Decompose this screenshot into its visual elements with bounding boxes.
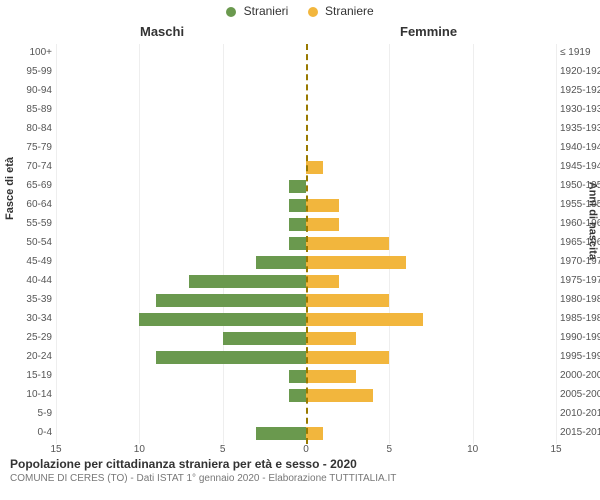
bar-male	[289, 199, 306, 212]
x-axis: 15105051015	[56, 444, 556, 458]
bar-female	[306, 161, 323, 174]
x-tick: 10	[134, 444, 145, 455]
age-label: 5-9	[16, 408, 52, 419]
x-tick: 15	[550, 444, 561, 455]
bar-female	[306, 218, 339, 231]
birth-label: 1960-1964	[560, 218, 600, 229]
birth-label: 1935-1939	[560, 123, 600, 134]
age-label: 25-29	[16, 332, 52, 343]
chart-title: Popolazione per cittadinanza straniera p…	[10, 457, 590, 471]
legend-swatch-male	[226, 7, 236, 17]
legend-label-female: Straniere	[325, 4, 374, 18]
x-tick: 0	[303, 444, 309, 455]
age-label: 45-49	[16, 256, 52, 267]
legend-item-female: Straniere	[308, 4, 374, 18]
age-label: 0-4	[16, 427, 52, 438]
age-label: 50-54	[16, 237, 52, 248]
gridline	[556, 44, 557, 444]
bar-male	[256, 256, 306, 269]
col-header-left: Maschi	[140, 24, 184, 39]
legend-swatch-female	[308, 7, 318, 17]
bar-male	[189, 275, 306, 288]
footer: Popolazione per cittadinanza straniera p…	[10, 457, 590, 484]
birth-label: 2005-2009	[560, 389, 600, 400]
age-label: 70-74	[16, 161, 52, 172]
x-tick: 10	[467, 444, 478, 455]
age-label: 40-44	[16, 275, 52, 286]
bar-female	[306, 351, 389, 364]
bar-female	[306, 332, 356, 345]
bar-male	[289, 370, 306, 383]
age-label: 90-94	[16, 85, 52, 96]
birth-label: 1920-1924	[560, 66, 600, 77]
birth-label: 1980-1984	[560, 294, 600, 305]
birth-label: 1950-1954	[560, 180, 600, 191]
birth-label: ≤ 1919	[560, 47, 600, 58]
birth-label: 1925-1929	[560, 85, 600, 96]
age-label: 75-79	[16, 142, 52, 153]
age-label: 100+	[16, 47, 52, 58]
age-label: 35-39	[16, 294, 52, 305]
bar-male	[223, 332, 306, 345]
birth-label: 2000-2004	[560, 370, 600, 381]
age-label: 85-89	[16, 104, 52, 115]
legend-item-male: Stranieri	[226, 4, 288, 18]
legend-label-male: Stranieri	[244, 4, 289, 18]
bar-male	[289, 218, 306, 231]
bar-female	[306, 370, 356, 383]
birth-label: 1955-1959	[560, 199, 600, 210]
birth-label: 1945-1949	[560, 161, 600, 172]
bar-female	[306, 427, 323, 440]
birth-label: 2015-2019	[560, 427, 600, 438]
bar-female	[306, 199, 339, 212]
x-tick: 5	[387, 444, 393, 455]
birth-label: 1995-1999	[560, 351, 600, 362]
birth-label: 1990-1994	[560, 332, 600, 343]
birth-label: 1985-1989	[560, 313, 600, 324]
birth-label: 1965-1969	[560, 237, 600, 248]
bar-male	[156, 294, 306, 307]
age-label: 80-84	[16, 123, 52, 134]
bar-male	[139, 313, 306, 326]
age-label: 55-59	[16, 218, 52, 229]
col-header-right: Femmine	[400, 24, 457, 39]
age-label: 20-24	[16, 351, 52, 362]
birth-label: 1940-1944	[560, 142, 600, 153]
center-line	[306, 44, 308, 444]
age-label: 95-99	[16, 66, 52, 77]
bar-female	[306, 389, 373, 402]
bar-female	[306, 313, 423, 326]
pyramid-chart: Stranieri Straniere Maschi Femmine Fasce…	[0, 0, 600, 500]
plot-area: 100+≤ 191995-991920-192490-941925-192985…	[56, 44, 556, 444]
legend: Stranieri Straniere	[0, 4, 600, 18]
y-axis-left-title: Fasce di età	[4, 157, 16, 220]
bar-female	[306, 256, 406, 269]
age-label: 10-14	[16, 389, 52, 400]
bar-female	[306, 294, 389, 307]
age-label: 15-19	[16, 370, 52, 381]
bar-female	[306, 275, 339, 288]
birth-label: 1975-1979	[560, 275, 600, 286]
birth-label: 2010-2014	[560, 408, 600, 419]
age-label: 30-34	[16, 313, 52, 324]
age-label: 65-69	[16, 180, 52, 191]
x-tick: 15	[50, 444, 61, 455]
chart-subtitle: COMUNE DI CERES (TO) - Dati ISTAT 1° gen…	[10, 473, 590, 484]
x-tick: 5	[220, 444, 226, 455]
bar-male	[289, 180, 306, 193]
bar-female	[306, 237, 389, 250]
bar-male	[256, 427, 306, 440]
bar-male	[289, 389, 306, 402]
birth-label: 1930-1934	[560, 104, 600, 115]
age-label: 60-64	[16, 199, 52, 210]
bar-male	[156, 351, 306, 364]
birth-label: 1970-1974	[560, 256, 600, 267]
bar-male	[289, 237, 306, 250]
